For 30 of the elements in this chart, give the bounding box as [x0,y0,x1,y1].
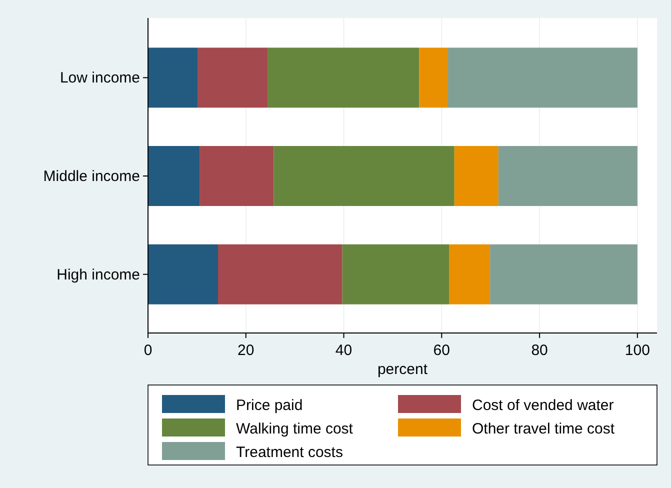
y-tick-label: High income [56,266,140,284]
bar [448,48,638,108]
x-tick-label: 0 [144,342,152,359]
bar [342,244,449,304]
bar [454,146,498,206]
bar [448,244,490,304]
bar [274,146,454,206]
bar [218,244,342,304]
x-tick-label: 80 [531,342,548,359]
legend-label: Other travel time cost [472,420,616,438]
y-tick-label: Middle income [43,168,140,185]
bar [490,244,638,304]
legend-label: Cost of vended water [472,397,614,414]
x-tick-label: 100 [624,342,650,359]
y-tick-label: Low income [60,70,140,87]
bar [268,48,420,108]
legend-label: Treatment costs [236,444,343,461]
bar [148,244,218,304]
bar [148,146,200,206]
bar [148,48,198,108]
bar [198,48,268,108]
bar [419,48,448,108]
x-tick-label: 60 [433,342,450,359]
bar [200,146,274,206]
x-tick-label: 20 [238,342,254,359]
bar [498,146,638,206]
x-axis-title: percent [377,361,428,378]
legend-label: Walking time cost [236,420,354,438]
legend-label: Price paid [236,397,303,414]
x-tick-label: 40 [335,342,352,359]
